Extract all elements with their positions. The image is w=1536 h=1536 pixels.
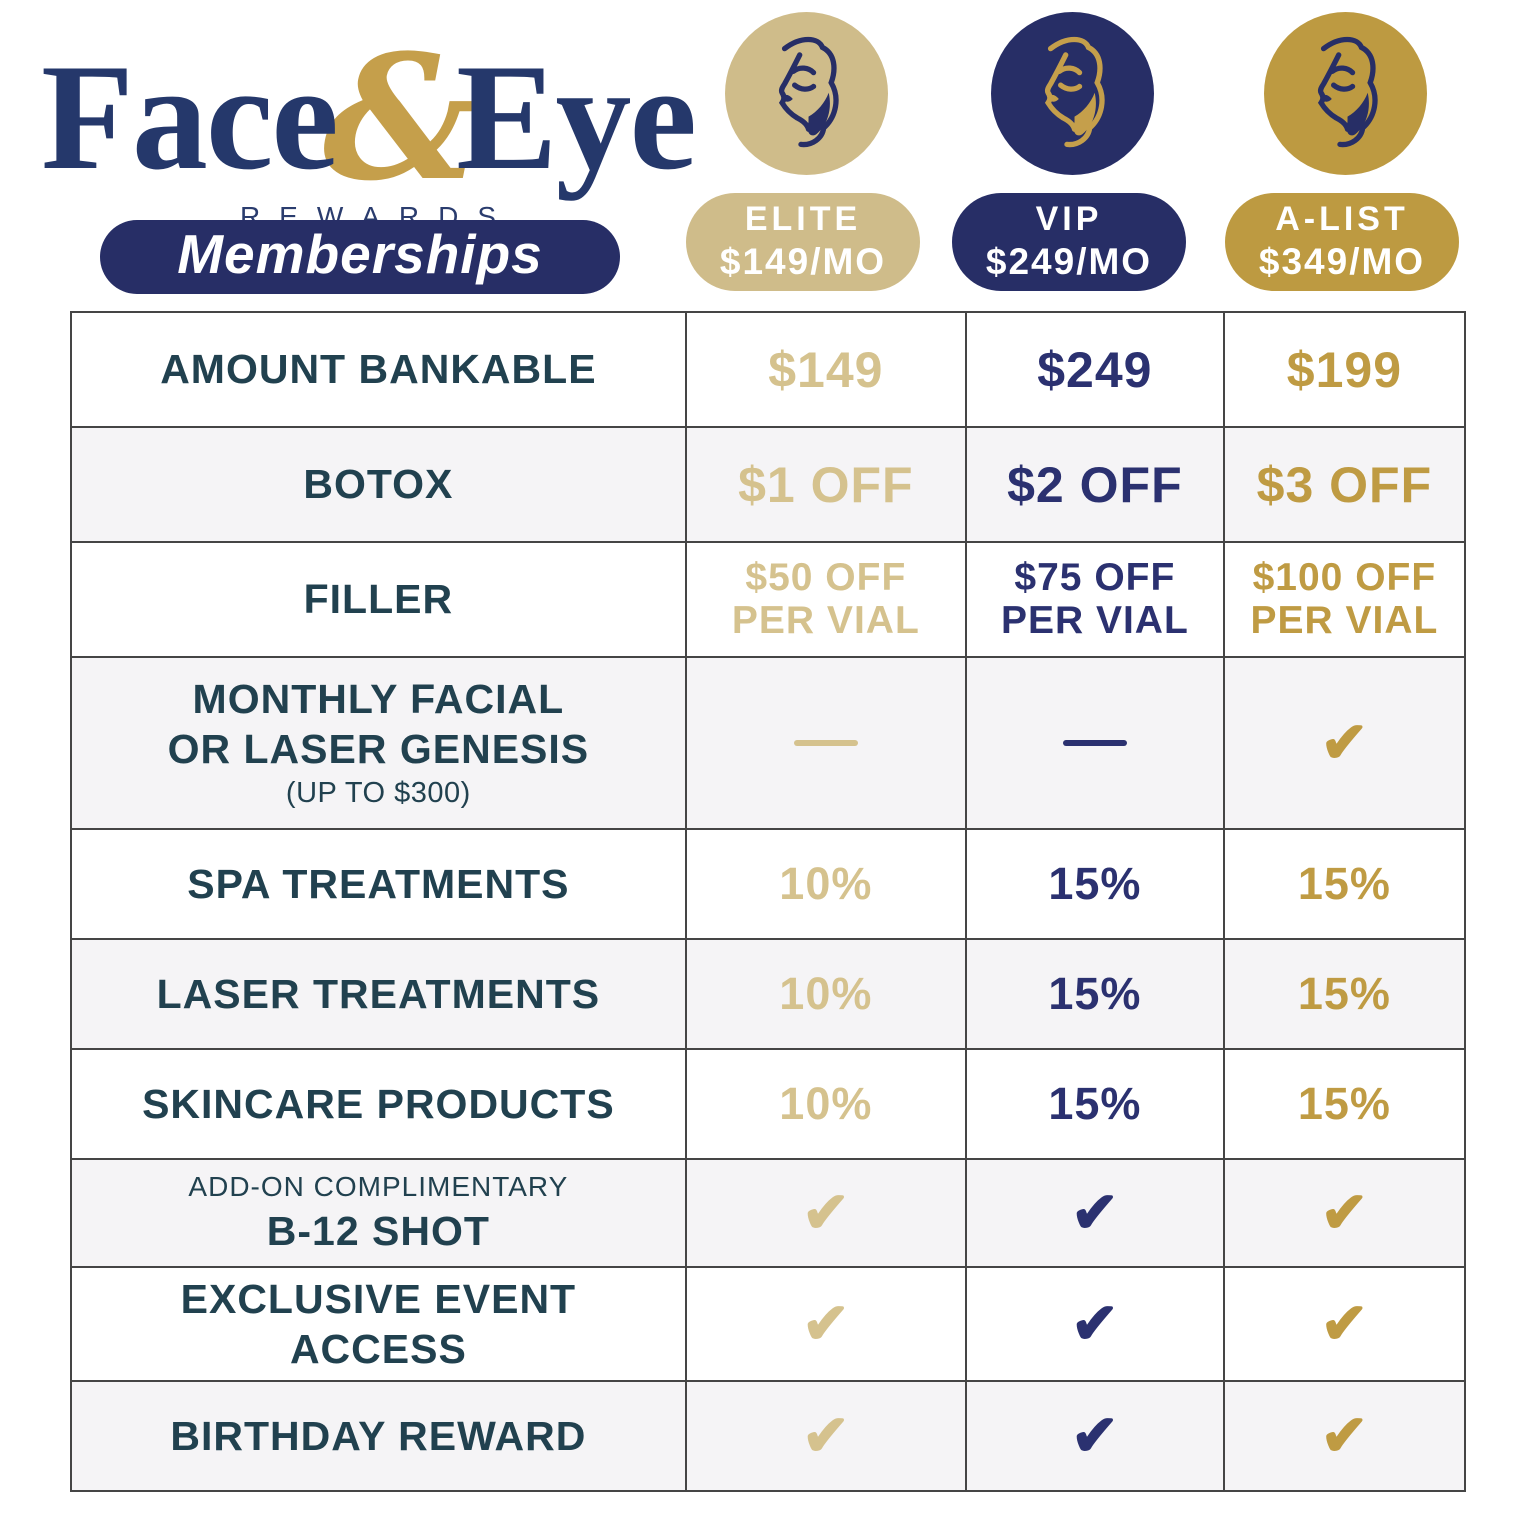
table-row-botox: BOTOX $1 OFF $2 OFF $3 OFF bbox=[70, 426, 1467, 543]
table-row-birthday-reward: BIRTHDAY REWARD ✔ ✔ ✔ bbox=[70, 1380, 1467, 1492]
check-icon: ✔ bbox=[1320, 1403, 1369, 1468]
value-cell-alist: $199 bbox=[1222, 311, 1467, 428]
value-cell-vip: 15% bbox=[964, 828, 1225, 940]
value-cell-elite: ✔ bbox=[684, 1266, 967, 1382]
value-cell-alist: $3 OFF bbox=[1222, 426, 1467, 543]
value-cell-elite: $50 OFF PER VIAL bbox=[684, 541, 967, 658]
table-row-amount-bankable: AMOUNT BANKABLE $149 $249 $199 bbox=[70, 311, 1467, 428]
value-cell-alist: ✔ bbox=[1222, 656, 1467, 830]
tier-name: ELITE bbox=[744, 200, 862, 239]
table-row-spa-treatments: SPA TREATMENTS 10% 15% 15% bbox=[70, 828, 1467, 940]
table-row-filler: FILLER $50 OFF PER VIAL $75 OFF PER VIAL… bbox=[70, 541, 1467, 658]
check-icon: ✔ bbox=[1070, 1180, 1119, 1245]
value-cell-vip: $2 OFF bbox=[964, 426, 1225, 543]
face-profile-icon bbox=[1044, 36, 1105, 147]
tier-circle-elite bbox=[724, 12, 888, 175]
face-profile-icon bbox=[778, 36, 839, 147]
value-cell-alist: 15% bbox=[1222, 828, 1467, 940]
check-icon: ✔ bbox=[1070, 1291, 1119, 1356]
row-overlabel: ADD-ON COMPLIMENTARY bbox=[188, 1170, 569, 1202]
brand-word-face: Face bbox=[41, 33, 339, 201]
value-cell-elite: ✔ bbox=[684, 1380, 967, 1492]
row-label: BIRTHDAY REWARD bbox=[70, 1380, 687, 1492]
tier-pill-elite: ELITE $149/MO bbox=[686, 193, 920, 291]
brand-ampersand: & bbox=[322, 16, 478, 219]
brand-word-eye: Eye bbox=[456, 33, 697, 201]
check-icon: ✔ bbox=[801, 1403, 850, 1468]
value-cell-elite: ✔ bbox=[684, 1158, 967, 1268]
value-cell-alist: ✔ bbox=[1222, 1266, 1467, 1382]
table-row-laser-treatments: LASER TREATMENTS 10% 15% 15% bbox=[70, 938, 1467, 1050]
brand-logo: Face&Eye bbox=[18, 18, 718, 208]
tier-circle-vip bbox=[990, 12, 1154, 175]
check-icon: ✔ bbox=[1320, 710, 1369, 775]
value-cell-alist: ✔ bbox=[1222, 1158, 1467, 1268]
memberships-badge: Memberships bbox=[100, 220, 620, 294]
value-cell-vip: ✔ bbox=[964, 1158, 1225, 1268]
value-cell-alist: 15% bbox=[1222, 938, 1467, 1050]
table-row-skincare-products: SKINCARE PRODUCTS 10% 15% 15% bbox=[70, 1048, 1467, 1160]
value-cell-vip: $75 OFF PER VIAL bbox=[964, 541, 1225, 658]
row-label: EXCLUSIVE EVENT ACCESS bbox=[70, 1266, 687, 1382]
tier-badge-alist: A-LIST $349/MO bbox=[1225, 12, 1465, 291]
tier-pill-vip: VIP $249/MO bbox=[952, 193, 1186, 291]
row-label: SKINCARE PRODUCTS bbox=[70, 1048, 687, 1160]
value-cell-elite: $1 OFF bbox=[684, 426, 967, 543]
check-icon: ✔ bbox=[1320, 1291, 1369, 1356]
value-cell-alist: ✔ bbox=[1222, 1380, 1467, 1492]
value-cell-vip bbox=[964, 656, 1225, 830]
tier-name: A-LIST bbox=[1275, 200, 1409, 239]
row-label: ADD-ON COMPLIMENTARY B-12 SHOT bbox=[70, 1158, 687, 1268]
benefits-table: AMOUNT BANKABLE $149 $249 $199 BOTOX $1 … bbox=[70, 311, 1467, 1492]
tier-badge-vip: VIP $249/MO bbox=[952, 12, 1192, 291]
tier-pill-alist: A-LIST $349/MO bbox=[1225, 193, 1459, 291]
check-icon: ✔ bbox=[1070, 1403, 1119, 1468]
value-cell-vip: ✔ bbox=[964, 1380, 1225, 1492]
row-label: SPA TREATMENTS bbox=[70, 828, 687, 940]
table-row-monthly-facial: MONTHLY FACIAL OR LASER GENESIS (UP TO $… bbox=[70, 656, 1467, 830]
value-cell-elite: $149 bbox=[684, 311, 967, 428]
tier-name: VIP bbox=[1035, 200, 1103, 239]
row-label: AMOUNT BANKABLE bbox=[70, 311, 687, 428]
value-cell-elite: 10% bbox=[684, 1048, 967, 1160]
value-cell-vip: ✔ bbox=[964, 1266, 1225, 1382]
value-cell-vip: 15% bbox=[964, 938, 1225, 1050]
row-label: BOTOX bbox=[70, 426, 687, 543]
value-cell-elite bbox=[684, 656, 967, 830]
tier-price: $249/MO bbox=[985, 241, 1153, 283]
value-cell-vip: 15% bbox=[964, 1048, 1225, 1160]
value-cell-alist: $100 OFF PER VIAL bbox=[1222, 541, 1467, 658]
row-label: MONTHLY FACIAL OR LASER GENESIS (UP TO $… bbox=[70, 656, 687, 830]
face-profile-icon bbox=[1317, 36, 1378, 147]
row-sublabel: (UP TO $300) bbox=[285, 777, 471, 810]
tier-circle-alist bbox=[1263, 12, 1427, 175]
table-row-b12-shot: ADD-ON COMPLIMENTARY B-12 SHOT ✔ ✔ ✔ bbox=[70, 1158, 1467, 1268]
check-icon: ✔ bbox=[801, 1291, 850, 1356]
value-cell-vip: $249 bbox=[964, 311, 1225, 428]
dash-icon bbox=[793, 739, 858, 746]
tier-price: $149/MO bbox=[719, 241, 887, 283]
table-row-exclusive-event-access: EXCLUSIVE EVENT ACCESS ✔ ✔ ✔ bbox=[70, 1266, 1467, 1382]
value-cell-elite: 10% bbox=[684, 938, 967, 1050]
tier-price: $349/MO bbox=[1258, 241, 1426, 283]
row-label: LASER TREATMENTS bbox=[70, 938, 687, 1050]
tier-badge-elite: ELITE $149/MO bbox=[686, 12, 926, 291]
value-cell-alist: 15% bbox=[1222, 1048, 1467, 1160]
value-cell-elite: 10% bbox=[684, 828, 967, 940]
check-icon: ✔ bbox=[1320, 1180, 1369, 1245]
dash-icon bbox=[1062, 739, 1127, 746]
row-label: FILLER bbox=[70, 541, 687, 658]
check-icon: ✔ bbox=[801, 1180, 850, 1245]
brand-block: Face&Eye REWARDS Memberships bbox=[18, 18, 718, 294]
